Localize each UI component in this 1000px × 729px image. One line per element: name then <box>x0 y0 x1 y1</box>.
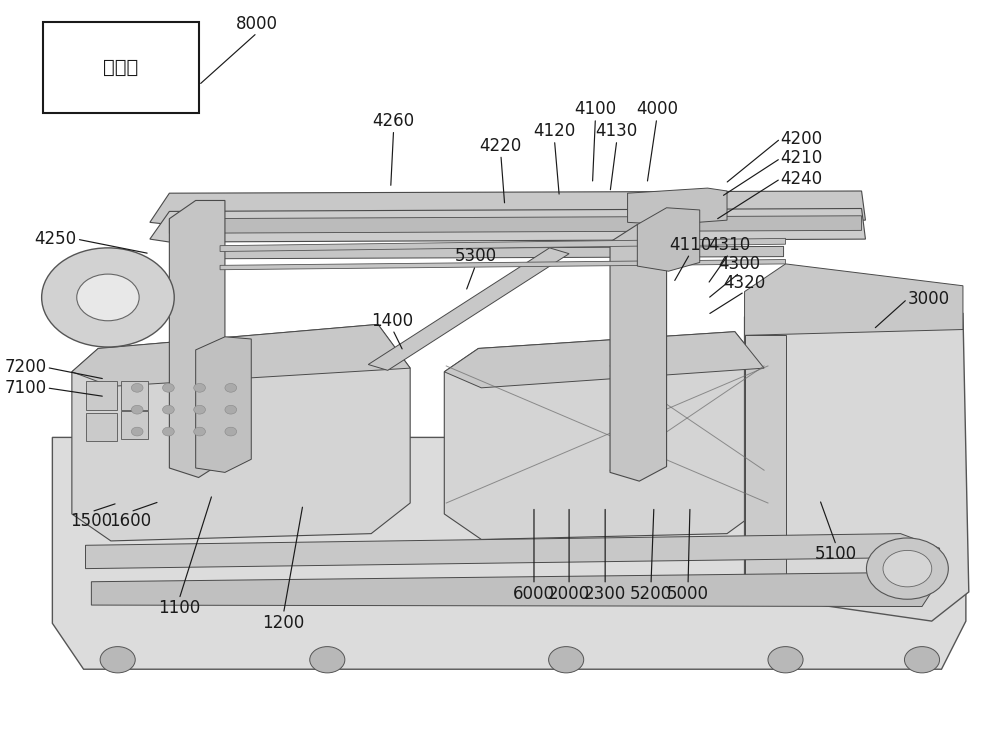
Text: 1500: 1500 <box>70 512 112 530</box>
Circle shape <box>42 248 174 347</box>
Text: 7100: 7100 <box>4 379 47 397</box>
Circle shape <box>131 383 143 392</box>
Text: 4300: 4300 <box>719 254 761 273</box>
Text: 7200: 7200 <box>4 359 47 376</box>
Polygon shape <box>220 238 786 252</box>
Circle shape <box>904 647 940 673</box>
Polygon shape <box>745 264 963 335</box>
Polygon shape <box>444 332 764 539</box>
Text: 控制器: 控制器 <box>103 58 138 77</box>
Circle shape <box>163 383 174 392</box>
Text: 4200: 4200 <box>781 130 823 147</box>
Polygon shape <box>86 413 117 441</box>
Circle shape <box>225 405 237 414</box>
Text: 5200: 5200 <box>630 585 672 603</box>
Polygon shape <box>121 411 148 439</box>
Text: 4220: 4220 <box>480 136 522 155</box>
Text: 1100: 1100 <box>158 599 200 617</box>
Polygon shape <box>52 437 966 669</box>
Text: 4310: 4310 <box>708 235 750 254</box>
Text: 2000: 2000 <box>548 585 590 603</box>
Text: 5100: 5100 <box>815 545 857 564</box>
Text: 5000: 5000 <box>667 585 709 603</box>
Polygon shape <box>368 248 569 370</box>
Text: 4260: 4260 <box>373 112 415 130</box>
Circle shape <box>131 427 143 436</box>
Circle shape <box>163 427 174 436</box>
Polygon shape <box>745 292 969 621</box>
Polygon shape <box>220 260 786 270</box>
Text: 8000: 8000 <box>236 15 278 33</box>
Polygon shape <box>150 208 865 242</box>
Circle shape <box>225 383 237 392</box>
Circle shape <box>310 647 345 673</box>
Text: 4240: 4240 <box>781 170 823 187</box>
FancyBboxPatch shape <box>43 22 199 113</box>
Polygon shape <box>444 332 764 388</box>
Text: 4110: 4110 <box>669 235 711 254</box>
Polygon shape <box>86 381 117 410</box>
Polygon shape <box>72 324 410 386</box>
Circle shape <box>131 405 143 414</box>
Polygon shape <box>91 572 940 607</box>
Polygon shape <box>637 208 700 271</box>
Polygon shape <box>86 534 940 572</box>
Polygon shape <box>201 246 784 259</box>
Polygon shape <box>169 216 862 233</box>
Polygon shape <box>72 324 410 541</box>
Text: 4130: 4130 <box>596 122 638 140</box>
Circle shape <box>866 538 948 599</box>
Text: 4000: 4000 <box>636 100 678 118</box>
Text: 1200: 1200 <box>262 614 305 632</box>
Polygon shape <box>628 188 727 225</box>
Circle shape <box>225 427 237 436</box>
Circle shape <box>194 405 205 414</box>
Circle shape <box>549 647 584 673</box>
Text: 3000: 3000 <box>907 290 950 308</box>
Text: 4210: 4210 <box>781 149 823 167</box>
Polygon shape <box>150 191 865 225</box>
Circle shape <box>194 383 205 392</box>
Polygon shape <box>121 381 148 410</box>
Text: 4320: 4320 <box>723 273 766 292</box>
Circle shape <box>77 274 139 321</box>
Text: 4100: 4100 <box>574 100 616 118</box>
Polygon shape <box>745 335 786 594</box>
Text: 4250: 4250 <box>35 230 77 248</box>
Polygon shape <box>610 225 667 481</box>
Text: 1400: 1400 <box>372 311 414 330</box>
Polygon shape <box>196 337 251 472</box>
Circle shape <box>768 647 803 673</box>
Text: 4120: 4120 <box>533 122 576 140</box>
Text: 1600: 1600 <box>109 512 151 530</box>
Text: 6000: 6000 <box>513 585 555 603</box>
Circle shape <box>100 647 135 673</box>
Text: 5300: 5300 <box>454 247 497 265</box>
Circle shape <box>883 550 932 587</box>
Text: 2300: 2300 <box>584 585 626 603</box>
Circle shape <box>163 405 174 414</box>
Circle shape <box>194 427 205 436</box>
Polygon shape <box>169 200 225 477</box>
